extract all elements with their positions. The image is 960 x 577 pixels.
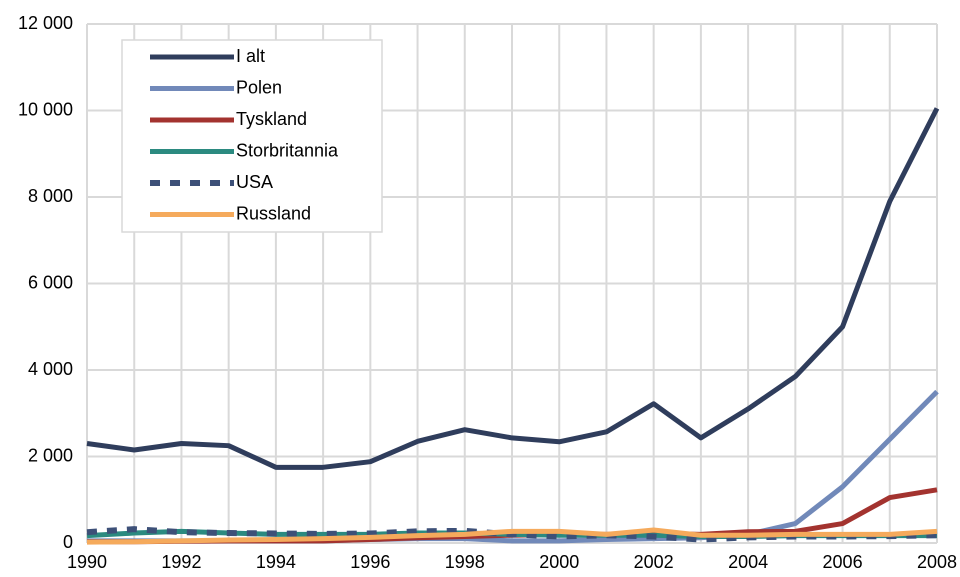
legend-label: Storbritannia — [236, 140, 339, 160]
x-tick-label: 1998 — [445, 552, 485, 572]
y-tick-label: 2 000 — [28, 445, 73, 465]
y-tick-label: 4 000 — [28, 359, 73, 379]
x-tick-label: 1994 — [256, 552, 296, 572]
series-line — [86, 107, 940, 470]
x-tick-label: 1992 — [161, 552, 201, 572]
x-tick-label: 2000 — [539, 552, 579, 572]
legend-label: Russland — [236, 203, 311, 223]
x-tick-label: 1990 — [67, 552, 107, 572]
x-tick-label: 2006 — [823, 552, 863, 572]
x-tick-label: 2002 — [634, 552, 674, 572]
legend-label: Polen — [236, 77, 282, 97]
legend-label: Tyskland — [236, 109, 307, 129]
y-tick-label: 0 — [63, 532, 73, 552]
legend-label: I alt — [236, 46, 265, 66]
legend-box — [121, 39, 383, 233]
legend-label: USA — [236, 172, 273, 192]
y-tick-label: 8 000 — [28, 186, 73, 206]
series-line — [86, 527, 938, 545]
y-tick-label: 12 000 — [18, 13, 73, 33]
y-tick-label: 6 000 — [28, 272, 73, 292]
x-tick-label: 2008 — [917, 552, 957, 572]
x-tick-label: 2004 — [728, 552, 768, 572]
y-tick-label: 10 000 — [18, 99, 73, 119]
x-tick-label: 1996 — [350, 552, 390, 572]
